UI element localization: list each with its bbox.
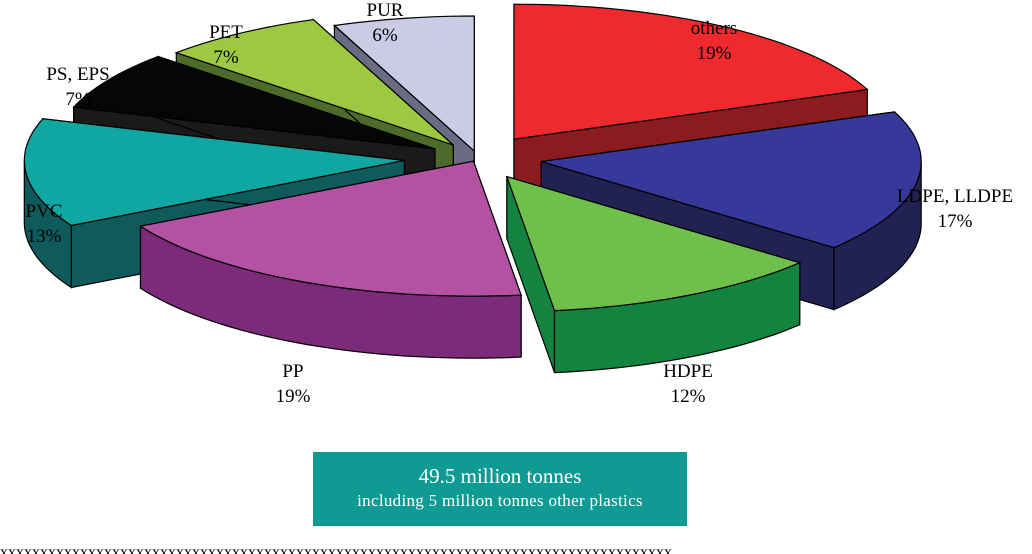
slice-hdpe (505, 175, 802, 374)
slice-pp (138, 160, 522, 359)
slice-pp-top (138, 160, 522, 297)
slice-others-top (513, 3, 869, 140)
label-pp: PP (282, 361, 303, 382)
label-pp-pct: 19% (276, 386, 311, 407)
label-others: others (691, 18, 737, 39)
total-note: including 5 million tonnes other plastic… (357, 491, 643, 510)
total-amount: 49.5 million tonnes (418, 464, 582, 488)
label-ps-eps: PS, EPS (46, 64, 109, 85)
label-ps-eps-pct: 7% (65, 89, 91, 110)
total-box: 49.5 million tonnes including 5 million … (313, 452, 687, 526)
label-pur-pct: 6% (372, 25, 398, 46)
label-others-pct: 19% (697, 43, 732, 64)
slice-hdpe-top (505, 175, 802, 312)
label-pvc-pct: 13% (27, 226, 62, 247)
label-ldpe-lldpe-pct: 17% (938, 211, 973, 232)
slice-pur-top (333, 15, 475, 153)
slice-pet-top (174, 18, 454, 146)
label-pet: PET (209, 22, 243, 43)
slice-pvc-top (23, 118, 405, 227)
label-hdpe: HDPE (663, 361, 713, 382)
slice-ldpe-lldpe-top (541, 111, 922, 249)
label-pvc: PVC (26, 201, 63, 222)
slice-ps-eps-top (72, 55, 436, 150)
label-hdpe-pct: 12% (671, 386, 706, 407)
label-pur: PUR (367, 0, 404, 21)
label-ldpe-lldpe: LDPE, LLDPE (897, 186, 1013, 207)
cropped-caption: xxxxxxxxxxxxxxxxxxxxxxxxxxxxxxxxxxxxxxxx… (0, 546, 1032, 554)
label-pet-pct: 7% (213, 47, 239, 68)
